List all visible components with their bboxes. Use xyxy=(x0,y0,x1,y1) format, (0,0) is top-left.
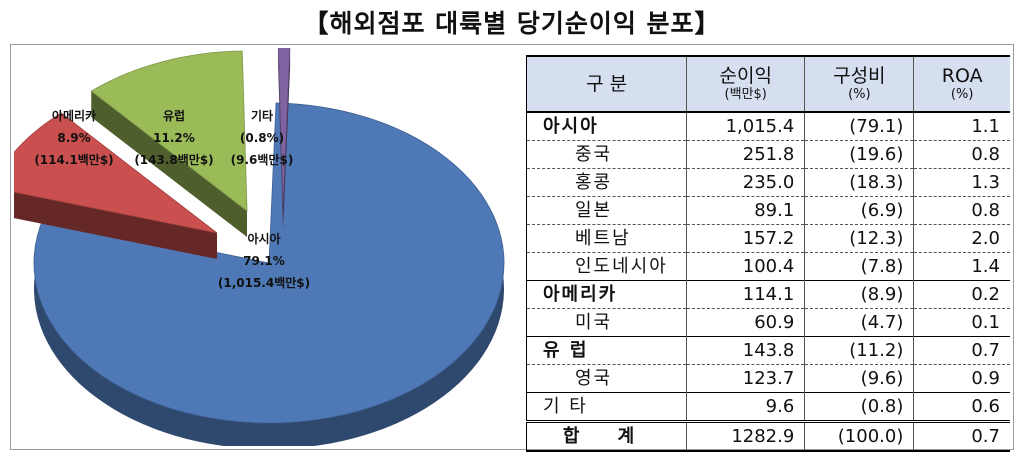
row-share: (7.8) xyxy=(804,252,914,281)
row-profit: 123.7 xyxy=(686,364,805,393)
row-roa: 0.7 xyxy=(913,336,1010,365)
pie-chart-svg: 아시아 79.1% (1,015.4백만$) 아메리카 8.9% (114.1백만$) 유럽… xyxy=(14,48,505,446)
pie-label-name: 아메리카 xyxy=(52,108,96,123)
pie-slice-top xyxy=(277,48,291,204)
pie-slice-top xyxy=(33,102,505,424)
header-category: 구 분 xyxy=(525,55,687,113)
table-row: 아메리카 114.1 (8.9) 0.2 xyxy=(525,280,1010,309)
row-label: 기 타 xyxy=(525,392,687,422)
pie-slice-2 xyxy=(90,50,248,237)
pie-label-percent_label: 79.1% xyxy=(243,254,285,268)
row-share: (8.9) xyxy=(804,280,914,309)
table-row: 홍콩 235.0 (18.3) 1.3 xyxy=(525,168,1010,197)
table-row: 아시아 1,015.4 (79.1) 1.1 xyxy=(525,111,1010,141)
row-profit: 114.1 xyxy=(686,280,805,309)
row-share: (100.0) xyxy=(804,420,914,452)
header-share: 구성비 (%) xyxy=(804,55,914,113)
row-label: 아시아 xyxy=(525,111,687,141)
row-profit: 143.8 xyxy=(686,336,805,365)
table-row: 미국 60.9 (4.7) 0.1 xyxy=(525,308,1010,337)
row-profit: 251.8 xyxy=(686,140,805,169)
row-roa: 0.9 xyxy=(913,364,1010,393)
pie-label-value_label: (9.6백만$) xyxy=(231,152,294,167)
content-frame xyxy=(10,44,1014,450)
header-profit: 순이익 (백만$) xyxy=(686,55,805,113)
pie-slice-top xyxy=(90,50,248,212)
row-profit: 9.6 xyxy=(686,392,805,422)
row-share: (6.9) xyxy=(804,196,914,225)
row-share: (9.6) xyxy=(804,364,914,393)
table-header-row: 구 분 순이익 (백만$) 구성비 (%) ROA (%) xyxy=(525,55,1010,113)
table-row: 유 럽 143.8 (11.2) 0.7 xyxy=(525,336,1010,365)
row-share: (19.6) xyxy=(804,140,914,169)
pie-slice-1 xyxy=(14,112,218,259)
row-share: (4.7) xyxy=(804,308,914,337)
pie-label-value_label: (143.8백만$) xyxy=(134,152,213,167)
row-roa: 0.8 xyxy=(913,196,1010,225)
row-roa: 0.7 xyxy=(913,420,1010,452)
pie-chart: 아시아 79.1% (1,015.4백만$) 아메리카 8.9% (114.1백만$) 유럽… xyxy=(14,48,514,446)
pie-slice-wall xyxy=(91,91,247,237)
pie-slice-top xyxy=(14,112,218,234)
row-share: (0.8) xyxy=(804,392,914,422)
pie-label-name: 아시아 xyxy=(247,231,280,246)
row-profit: 157.2 xyxy=(686,224,805,253)
row-profit: 1,015.4 xyxy=(686,111,805,141)
table-row-total: 합 계 1282.9 (100.0) 0.7 xyxy=(525,420,1010,452)
pie-label-percent_label: 8.9% xyxy=(57,131,90,145)
row-profit: 100.4 xyxy=(686,252,805,281)
pie-label-percent_label: 11.2% xyxy=(153,131,195,145)
row-profit: 235.0 xyxy=(686,168,805,197)
row-roa: 0.2 xyxy=(913,280,1010,309)
row-label: 홍콩 xyxy=(525,168,687,197)
row-roa: 2.0 xyxy=(913,224,1010,253)
table-row: 일본 89.1 (6.9) 0.8 xyxy=(525,196,1010,225)
row-share: (12.3) xyxy=(804,224,914,253)
profit-table: 구 분 순이익 (백만$) 구성비 (%) ROA (%) 아시아 1,015.4 (… xyxy=(525,55,1010,452)
row-label: 영국 xyxy=(525,364,687,393)
row-roa: 0.8 xyxy=(913,140,1010,169)
table-row: 영국 123.7 (9.6) 0.9 xyxy=(525,364,1010,393)
page-title: 【해외점포 대륙별 당기순이익 분포】 xyxy=(303,9,721,38)
pie-label-name: 기타 xyxy=(251,108,273,123)
pie-slice-3 xyxy=(277,48,291,229)
row-share: (18.3) xyxy=(804,168,914,197)
row-label: 합 계 xyxy=(525,420,687,452)
row-label: 일본 xyxy=(525,196,687,225)
table-row: 기 타 9.6 (0.8) 0.6 xyxy=(525,392,1010,422)
pie-label-value_label: (114.1백만$) xyxy=(34,152,113,167)
row-label: 인도네시아 xyxy=(525,252,687,281)
row-label: 아메리카 xyxy=(525,280,687,309)
pie-label-value_label: (1,015.4백만$) xyxy=(218,275,310,290)
row-share: (79.1) xyxy=(804,111,914,141)
row-profit: 89.1 xyxy=(686,196,805,225)
row-label: 미국 xyxy=(525,308,687,337)
row-roa: 0.1 xyxy=(913,308,1010,337)
row-roa: 1.1 xyxy=(913,111,1010,141)
pie-slice-wall xyxy=(283,48,291,229)
row-profit: 1282.9 xyxy=(686,420,805,452)
pie-slice-0 xyxy=(33,102,505,446)
pie-label-percent_label: (0.8%) xyxy=(240,131,284,145)
table-row: 중국 251.8 (19.6) 0.8 xyxy=(525,140,1010,169)
row-label: 베트남 xyxy=(525,224,687,253)
row-label: 중국 xyxy=(525,140,687,169)
header-roa: ROA (%) xyxy=(913,55,1010,113)
row-roa: 1.3 xyxy=(913,168,1010,197)
pie-label-name: 유럽 xyxy=(163,109,185,123)
row-profit: 60.9 xyxy=(686,308,805,337)
row-share: (11.2) xyxy=(804,336,914,365)
row-label: 유 럽 xyxy=(525,336,687,365)
table-row: 인도네시아 100.4 (7.8) 1.4 xyxy=(525,252,1010,281)
row-roa: 1.4 xyxy=(913,252,1010,281)
pie-slice-wall xyxy=(14,192,217,259)
row-roa: 0.6 xyxy=(913,392,1010,422)
table-row: 베트남 157.2 (12.3) 2.0 xyxy=(525,224,1010,253)
